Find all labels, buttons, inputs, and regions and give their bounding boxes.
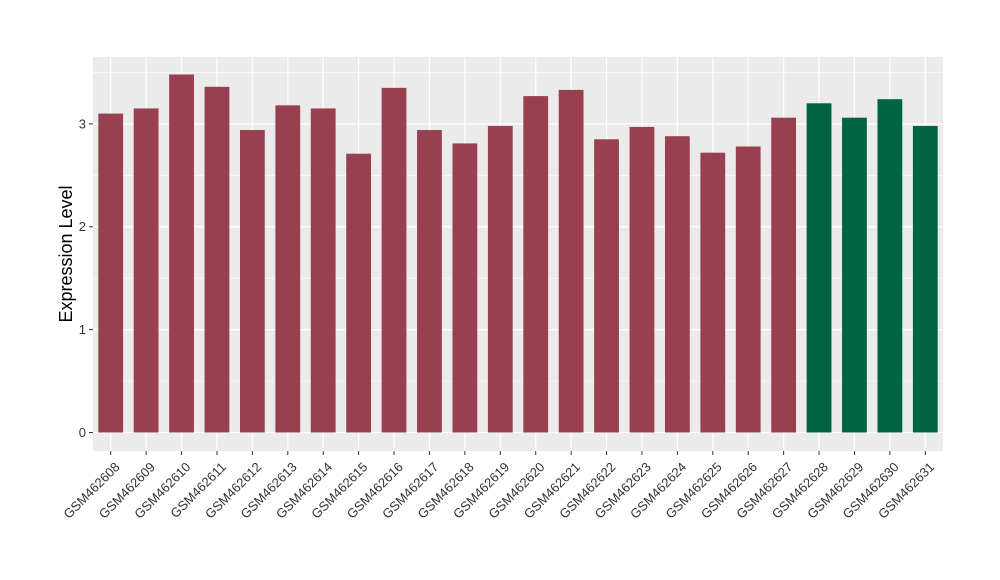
y-tick-label: 1: [79, 322, 86, 337]
bar-GSM462616: [381, 87, 407, 433]
plot-panel: [93, 57, 943, 451]
bar-GSM462622: [594, 139, 619, 433]
bar-GSM462611: [204, 86, 230, 433]
bar-GSM462629: [842, 117, 867, 433]
bar-GSM462624: [664, 136, 690, 433]
bar-GSM462621: [558, 89, 584, 433]
bar-GSM462625: [700, 152, 726, 433]
x-axis: GSM462608GSM462609GSM462610GSM462611GSM4…: [60, 451, 937, 522]
bar-GSM462628: [806, 103, 832, 433]
y-tick-label: 0: [79, 425, 86, 440]
bar-GSM462631: [912, 125, 938, 433]
bar-GSM462614: [310, 108, 336, 433]
y-axis: 0 1 2 3: [79, 116, 93, 440]
bars: [98, 74, 938, 433]
y-axis-title: Expression Level: [56, 185, 76, 322]
bar-GSM462608: [98, 113, 124, 433]
bar-GSM462626: [735, 146, 761, 433]
minor-gridlines: [93, 72, 943, 382]
bar-GSM462623: [629, 126, 655, 433]
bar-GSM462617: [417, 130, 442, 433]
bar-GSM462612: [239, 130, 265, 433]
bar-GSM462618: [452, 143, 478, 433]
bar-GSM462620: [523, 96, 549, 433]
bar-GSM462630: [877, 99, 903, 433]
bar-GSM462609: [133, 108, 159, 433]
y-tick-label: 3: [79, 116, 86, 131]
bar-GSM462615: [346, 153, 372, 433]
bar-GSM462627: [771, 117, 797, 433]
bar-GSM462619: [487, 125, 513, 433]
bar-GSM462613: [275, 105, 301, 433]
y-tick-label: 2: [79, 219, 86, 234]
bar-GSM462610: [169, 74, 194, 433]
